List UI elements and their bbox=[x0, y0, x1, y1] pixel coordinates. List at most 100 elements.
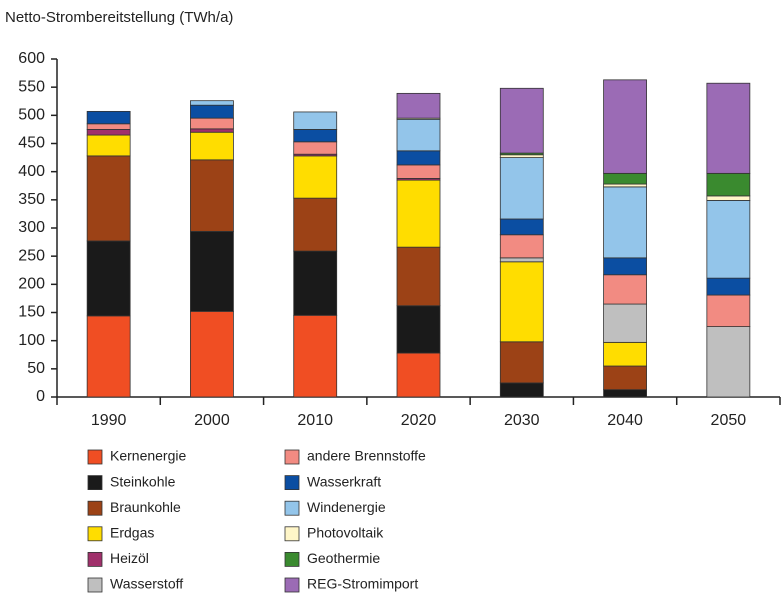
bar-segment bbox=[190, 310, 234, 398]
bar-segment bbox=[499, 87, 544, 154]
bar-segment bbox=[396, 352, 441, 398]
bar-segment bbox=[86, 315, 131, 398]
y-tick-label: 550 bbox=[18, 78, 45, 95]
bar-segment bbox=[293, 197, 338, 252]
bar-segment bbox=[396, 150, 441, 166]
legend-swatch bbox=[87, 552, 103, 567]
y-tick-label: 400 bbox=[18, 163, 45, 180]
bar-segment bbox=[603, 341, 647, 367]
legend-swatch bbox=[284, 475, 300, 491]
bar-segment bbox=[396, 246, 441, 307]
x-tick-label: 2020 bbox=[401, 412, 437, 429]
y-tick-label: 250 bbox=[18, 247, 45, 264]
bar-segment bbox=[499, 218, 544, 236]
bar-segment bbox=[396, 179, 441, 248]
legend-swatch bbox=[284, 500, 300, 516]
chart-title: Netto-Strombereitstellung (TWh/a) bbox=[5, 9, 233, 26]
legend-swatch bbox=[284, 552, 300, 567]
bar-segment bbox=[499, 157, 544, 220]
legend-label: Kernenergie bbox=[110, 448, 186, 464]
bar-segment bbox=[603, 303, 647, 343]
bar-segment bbox=[499, 382, 544, 398]
bar-segment bbox=[603, 183, 647, 188]
bar-segment bbox=[190, 128, 234, 133]
bar-segment bbox=[706, 199, 751, 279]
legend-label: Photovoltaik bbox=[307, 525, 384, 541]
x-tick-label: 2000 bbox=[194, 412, 230, 429]
legend-label: Geothermie bbox=[307, 550, 380, 566]
bar-segment bbox=[706, 195, 751, 201]
bar-segment bbox=[86, 134, 131, 157]
bar-segment bbox=[603, 365, 647, 391]
bar-segment bbox=[499, 234, 544, 259]
y-tick-label: 300 bbox=[18, 219, 45, 236]
legend-label: Steinkohle bbox=[110, 473, 176, 489]
legend-swatch bbox=[87, 449, 103, 465]
legend-swatch bbox=[284, 449, 300, 465]
legend-swatch bbox=[284, 526, 300, 542]
bar-segment bbox=[603, 257, 647, 276]
legend-label: andere Brennstoffe bbox=[307, 448, 426, 464]
x-tick-label: 2010 bbox=[297, 412, 333, 429]
legend-swatch bbox=[87, 577, 103, 593]
y-tick-label: 100 bbox=[18, 332, 45, 349]
y-tick-label: 50 bbox=[27, 360, 45, 377]
bar-segment bbox=[706, 326, 751, 398]
bar-segment bbox=[86, 123, 131, 130]
bar-segment bbox=[706, 277, 751, 296]
legend-label: Braunkohle bbox=[110, 499, 181, 515]
bar-segment bbox=[603, 79, 647, 174]
y-tick-label: 500 bbox=[18, 107, 45, 124]
legend-swatch bbox=[87, 475, 103, 491]
bar-segment bbox=[190, 100, 234, 106]
bar-segment bbox=[190, 131, 234, 161]
legend-label: Wasserkraft bbox=[307, 473, 381, 489]
legend-label: REG-Stromimport bbox=[307, 576, 418, 592]
bar-segment bbox=[190, 230, 234, 312]
bar-segment bbox=[499, 154, 544, 158]
bar-segment bbox=[396, 164, 441, 179]
x-tick-label: 2030 bbox=[504, 412, 540, 429]
bar-segment bbox=[293, 111, 338, 130]
bar-segment bbox=[396, 118, 441, 152]
bar-segment bbox=[86, 155, 131, 242]
legend-label: Windenergie bbox=[307, 499, 386, 515]
x-tick-label: 2050 bbox=[711, 412, 747, 429]
y-tick-label: 600 bbox=[18, 50, 45, 67]
bar-segment bbox=[499, 257, 544, 263]
bar-segment bbox=[603, 186, 647, 259]
legend-label: Erdgas bbox=[110, 525, 154, 541]
bar-segment bbox=[603, 274, 647, 305]
bar-segment bbox=[86, 110, 131, 125]
legend-label: Heizöl bbox=[110, 550, 149, 566]
x-tick-label: 2040 bbox=[607, 412, 643, 429]
bar-segment bbox=[293, 141, 338, 155]
bar-segment bbox=[706, 294, 751, 327]
bar-segment bbox=[706, 82, 751, 174]
bar-segment bbox=[86, 129, 131, 136]
y-tick-label: 350 bbox=[18, 191, 45, 208]
y-tick-label: 150 bbox=[18, 304, 45, 321]
bar-segment bbox=[293, 250, 338, 316]
legend-swatch bbox=[87, 526, 103, 542]
bar-segment bbox=[603, 389, 647, 398]
y-tick-label: 0 bbox=[36, 388, 45, 405]
bar-segment bbox=[190, 117, 234, 130]
bar-segment bbox=[190, 104, 234, 119]
bar-segment bbox=[293, 129, 338, 143]
bar-segment bbox=[190, 159, 234, 232]
bar-segment bbox=[86, 240, 131, 317]
legend-label: Wasserstoff bbox=[110, 576, 183, 592]
bar-segment bbox=[293, 155, 338, 199]
legend-swatch bbox=[87, 500, 103, 516]
bar-segment bbox=[499, 261, 544, 343]
legend-swatch bbox=[284, 577, 300, 593]
bar-segment bbox=[396, 305, 441, 354]
bar-segment bbox=[293, 314, 338, 398]
bar-segment bbox=[396, 92, 441, 119]
bar-segment bbox=[499, 341, 544, 384]
x-tick-label: 1990 bbox=[91, 412, 127, 429]
bar-segment bbox=[603, 172, 647, 185]
bar-segment bbox=[706, 172, 751, 197]
